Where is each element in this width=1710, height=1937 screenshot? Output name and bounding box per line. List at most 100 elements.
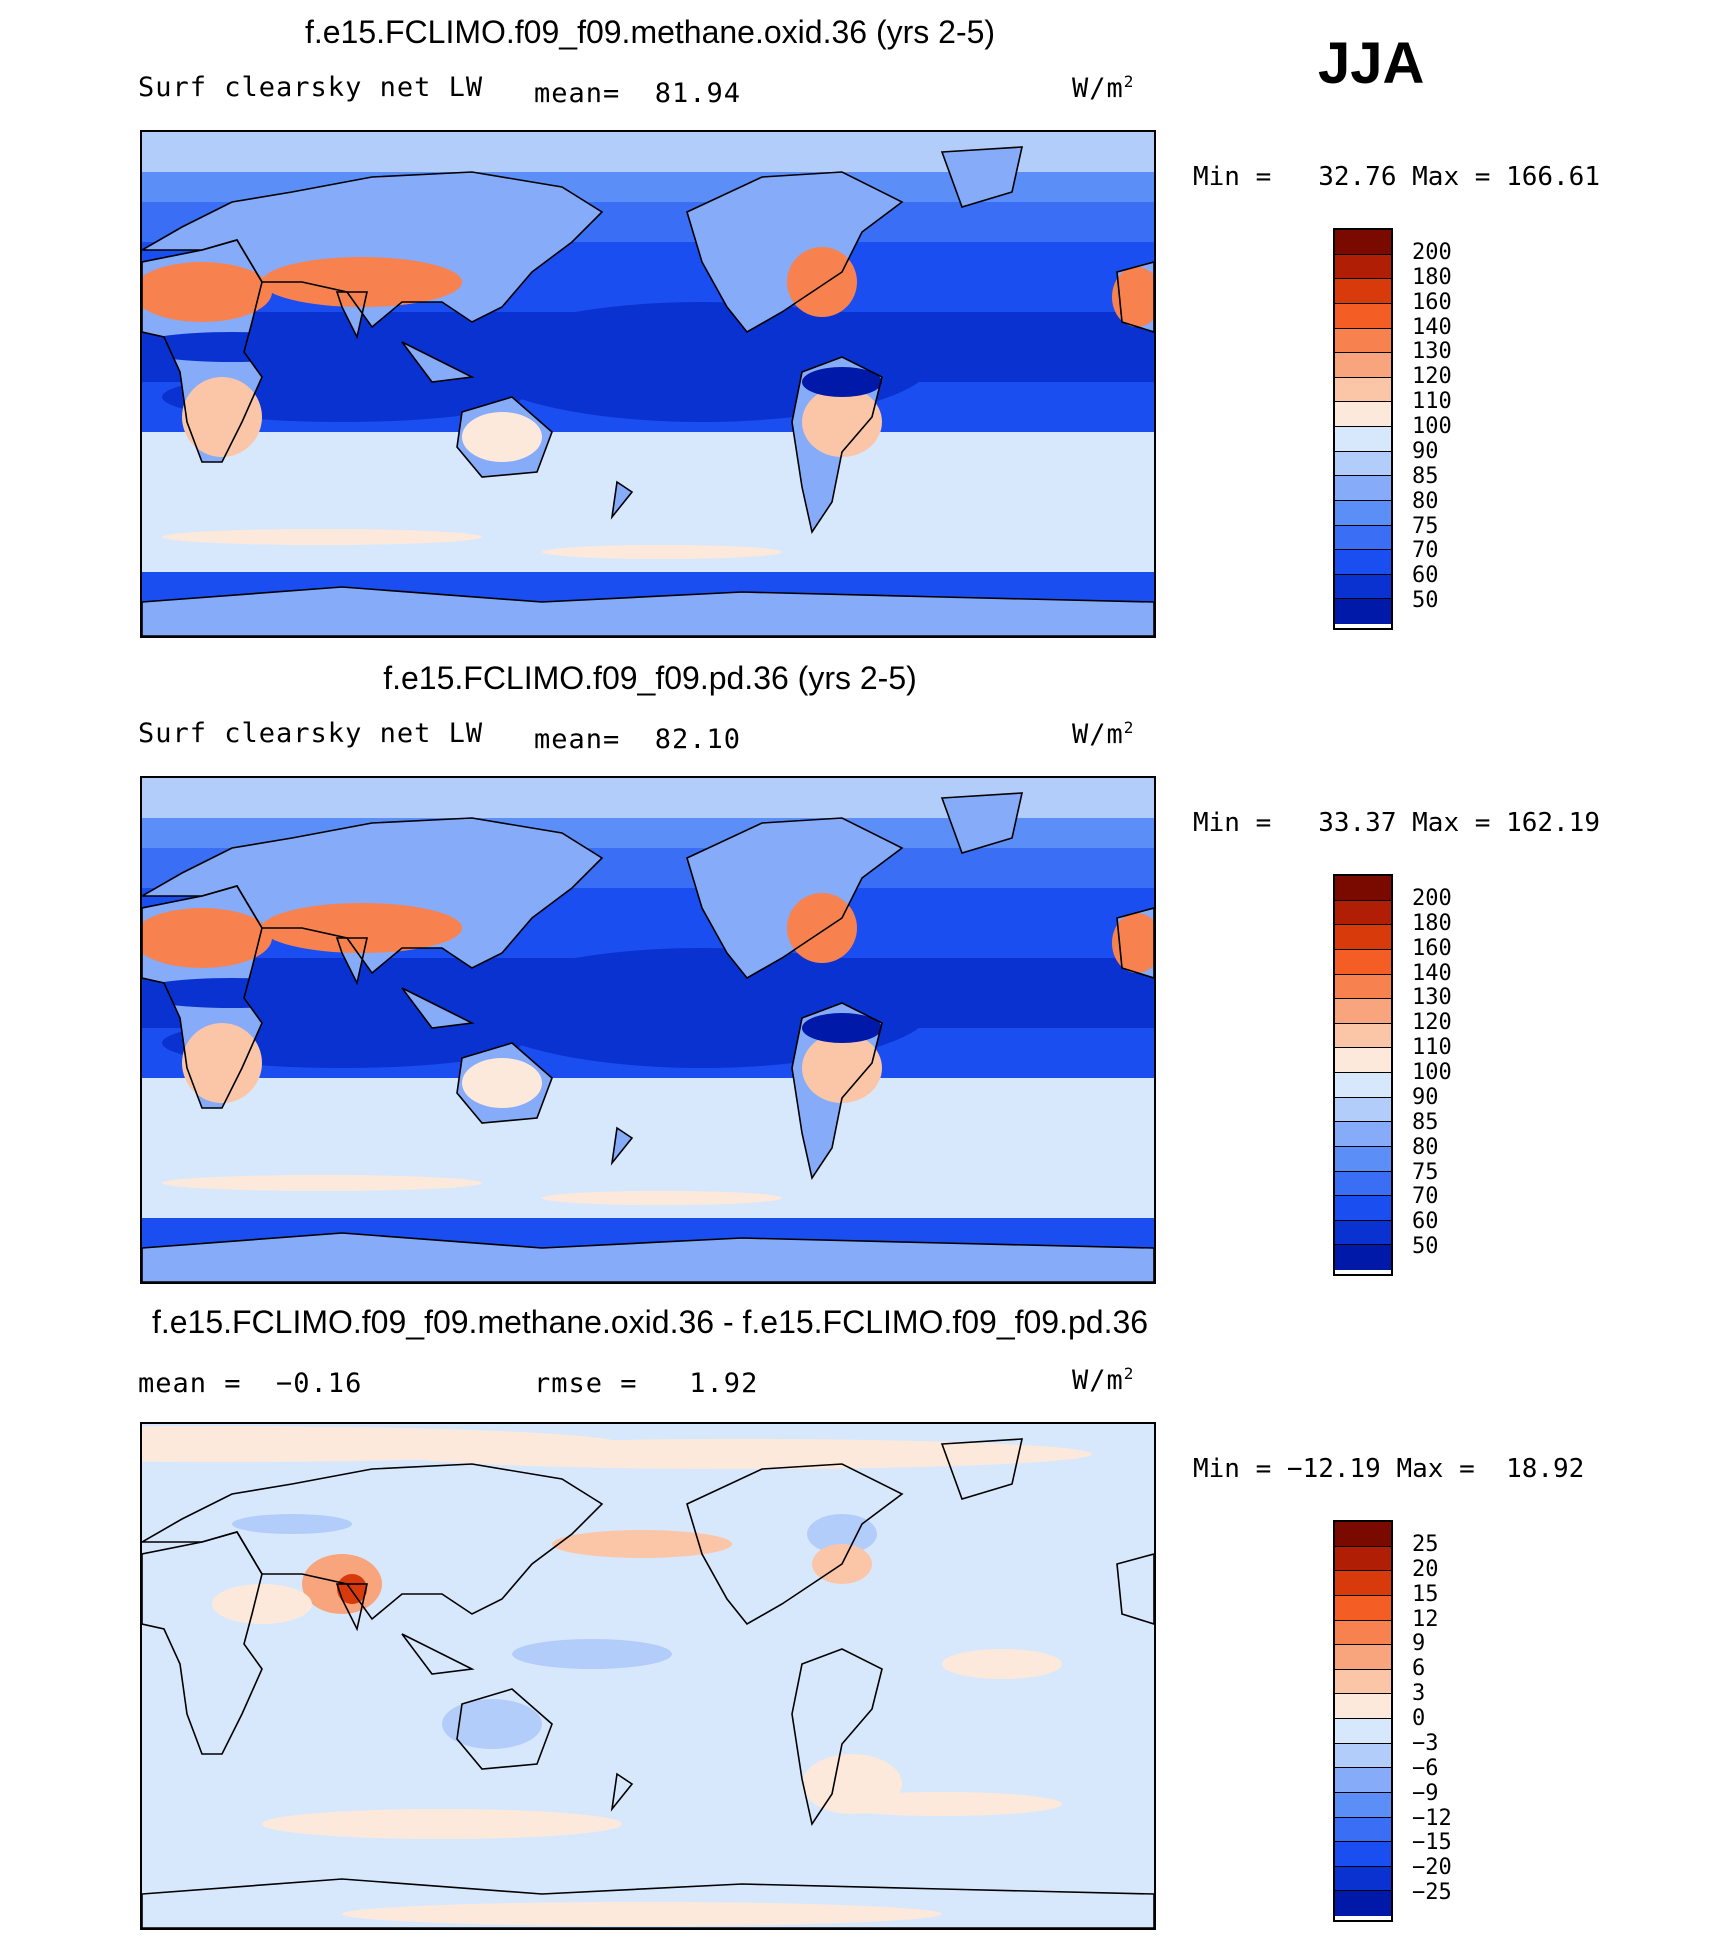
colorbar-tick-label: 160 xyxy=(1412,935,1452,961)
coastline xyxy=(456,1688,553,1770)
min-max-label: Min = 33.37 Max = 162.19 xyxy=(1193,808,1600,838)
field-region xyxy=(182,1023,262,1103)
colorbar-tick-label: −25 xyxy=(1412,1880,1452,1906)
colorbar-tick-label: −3 xyxy=(1412,1730,1439,1756)
panel-pd: f.e15.FCLIMO.f09_f09.pd.36 (yrs 2-5) Sur… xyxy=(0,646,1710,1291)
anomaly-region xyxy=(337,1574,367,1604)
land-fill xyxy=(402,342,472,382)
coastline xyxy=(1116,1553,1154,1625)
colorbar-swatch xyxy=(1335,1146,1391,1172)
field-region xyxy=(142,332,332,362)
field-label: Surf clearsky net LW xyxy=(138,72,484,103)
colorbar-tick-label: 140 xyxy=(1412,314,1452,340)
anomaly-region xyxy=(342,1902,942,1926)
colorbar-swatch xyxy=(1335,1522,1391,1547)
coastline xyxy=(686,1463,904,1626)
field-region xyxy=(542,545,782,559)
colorbar-swatch xyxy=(1335,402,1391,427)
coastline xyxy=(1116,261,1154,333)
diff-mean-value: mean = −0.16 xyxy=(138,1368,363,1399)
colorbar-swatch xyxy=(1335,925,1391,950)
field-band xyxy=(142,432,1154,512)
field-region xyxy=(262,903,462,953)
colorbar-swatch xyxy=(1335,599,1391,624)
season-label: JJA xyxy=(1318,31,1425,96)
colorbar-tick-label: 6 xyxy=(1412,1656,1426,1682)
colorbar-swatch xyxy=(1335,1817,1391,1843)
colorbar-swatch xyxy=(1335,254,1391,280)
field-region xyxy=(802,367,882,397)
colorbar-swatch xyxy=(1335,1891,1391,1916)
coastline xyxy=(456,396,553,478)
min-max-label: Min = 32.76 Max = 166.61 xyxy=(1193,162,1600,192)
rmse-value: rmse = 1.92 xyxy=(534,1368,759,1399)
colorbar-swatch xyxy=(1335,1196,1391,1221)
coastline xyxy=(610,1126,634,1166)
field-region xyxy=(182,377,262,457)
colorbar-tick-label: 80 xyxy=(1412,488,1439,514)
colorbar-tick-label: 75 xyxy=(1412,513,1439,539)
anomaly-region xyxy=(392,1439,1092,1469)
field-region xyxy=(462,1058,542,1108)
anomaly-region xyxy=(552,1530,732,1558)
colorbar-tick-label: 200 xyxy=(1412,885,1452,911)
map-plot xyxy=(140,776,1156,1284)
colorbar-swatch xyxy=(1335,974,1391,1000)
colorbar-tick-label: 80 xyxy=(1412,1134,1439,1160)
field-region xyxy=(787,893,857,963)
anomaly-region xyxy=(512,1639,672,1669)
field-region xyxy=(1112,267,1154,327)
colorbar-swatch xyxy=(1335,900,1391,926)
coastline xyxy=(401,987,475,1029)
colorbar-tick-label: 50 xyxy=(1412,588,1439,614)
mean-value: mean= 82.10 xyxy=(534,724,742,755)
field-region xyxy=(542,1191,782,1205)
units-label: W/m2 xyxy=(1072,718,1135,750)
colorbar-tick-label: 15 xyxy=(1412,1581,1439,1607)
anomaly-region xyxy=(442,1699,542,1749)
colorbar-tick-label: 60 xyxy=(1412,563,1439,589)
colorbar-tick-label: 85 xyxy=(1412,1109,1439,1135)
colorbar-tick-label: 130 xyxy=(1412,339,1452,365)
coastline xyxy=(610,1772,634,1812)
colorbar-swatch xyxy=(1335,1546,1391,1572)
coastline xyxy=(142,817,604,975)
land-fill xyxy=(942,793,1022,853)
coastline xyxy=(940,792,1024,854)
colorbar-swatch xyxy=(1335,1122,1391,1147)
colorbar-tick-label: 50 xyxy=(1412,1234,1439,1260)
field-region xyxy=(142,908,272,968)
anomaly-region xyxy=(232,1514,352,1534)
colorbar-tick-label: −12 xyxy=(1412,1805,1452,1831)
field-region xyxy=(802,1033,882,1103)
coastline xyxy=(686,171,904,334)
land-fill xyxy=(142,818,602,973)
map-plot xyxy=(140,1422,1156,1930)
colorbar-tick-label: 120 xyxy=(1412,364,1452,390)
coastline xyxy=(335,291,368,340)
land-fill xyxy=(142,1233,1154,1282)
coastline xyxy=(142,171,604,329)
anomaly-region xyxy=(212,1584,312,1624)
colorbar-swatch xyxy=(1335,1245,1391,1270)
coastline xyxy=(1116,907,1154,979)
colorbar-swatch xyxy=(1335,279,1391,304)
anomaly-region xyxy=(822,1792,1062,1816)
colorbar-swatch xyxy=(1335,550,1391,575)
colorbar-tick-label: 75 xyxy=(1412,1159,1439,1185)
colorbar-tick-label: 60 xyxy=(1412,1209,1439,1235)
colorbar-swatch xyxy=(1335,949,1391,975)
colorbar-tick-label: 120 xyxy=(1412,1010,1452,1036)
colorbar xyxy=(1333,874,1393,1276)
min-max-label: Min = −12.19 Max = 18.92 xyxy=(1193,1454,1585,1484)
colorbar-tick-label: 0 xyxy=(1412,1706,1426,1731)
colorbar-tick-label: 70 xyxy=(1412,1184,1439,1210)
colorbar-swatch xyxy=(1335,1719,1391,1744)
colorbar-swatch xyxy=(1335,1694,1391,1719)
colorbar-swatch xyxy=(1335,427,1391,452)
colorbar-swatch xyxy=(1335,1073,1391,1098)
land-fill xyxy=(687,818,902,978)
field-region xyxy=(787,247,857,317)
colorbar-tick-label: 20 xyxy=(1412,1556,1439,1582)
colorbar-tick-label: 9 xyxy=(1412,1631,1426,1657)
